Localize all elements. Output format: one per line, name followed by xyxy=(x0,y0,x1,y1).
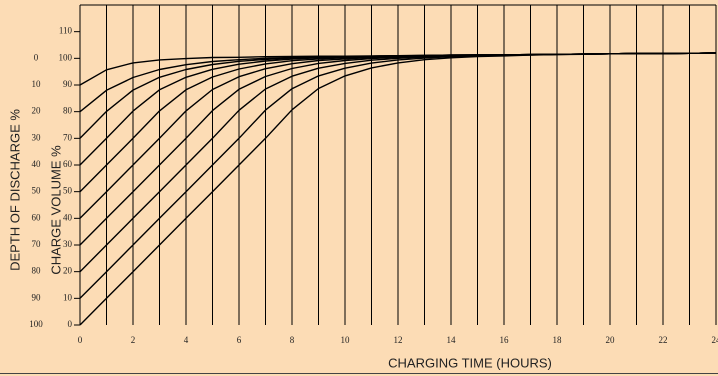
charge-curve xyxy=(79,52,717,326)
x-tick-label: 18 xyxy=(553,335,563,345)
y-tick-label: 30 xyxy=(63,239,73,249)
y-tick-label: 60 xyxy=(63,159,73,169)
y2-tick-label: 100 xyxy=(29,319,43,329)
x-tick-label: 10 xyxy=(341,335,351,345)
x-tick-label: 4 xyxy=(184,335,189,345)
y-tick-label: 40 xyxy=(63,212,73,222)
y-tick-label: 80 xyxy=(63,106,73,116)
x-tick-label: 6 xyxy=(237,335,242,345)
x-tick-label: 12 xyxy=(394,335,403,345)
y-axis-title: CHARGE VOLUME % xyxy=(48,145,63,275)
y2-tick-label: 90 xyxy=(32,292,42,302)
x-tick-label: 0 xyxy=(78,335,83,345)
y-tick-label: 70 xyxy=(63,132,73,142)
y-tick-label: 0 xyxy=(68,319,73,329)
x-axis-title: CHARGING TIME (HOURS) xyxy=(388,355,552,370)
y-tick-label: 50 xyxy=(63,186,73,196)
y2-tick-label: 20 xyxy=(32,106,42,116)
y2-tick-label: 10 xyxy=(32,79,42,89)
y-tick-label: 20 xyxy=(63,266,73,276)
x-tick-label: 22 xyxy=(659,335,668,345)
x-tick-label: 14 xyxy=(447,335,457,345)
y2-tick-label: 50 xyxy=(32,186,42,196)
y-tick-label: 110 xyxy=(59,26,73,36)
y2-tick-label: 30 xyxy=(32,132,42,142)
y2-tick-label: 40 xyxy=(32,159,42,169)
y-tick-label: 100 xyxy=(59,52,73,62)
x-tick-label: 2 xyxy=(131,335,136,345)
y2-tick-label: 80 xyxy=(32,266,42,276)
x-tick-label: 16 xyxy=(500,335,510,345)
y2-tick-label: 0 xyxy=(34,52,39,62)
y-tick-label: 90 xyxy=(63,79,73,89)
y2-axis-title: DEPTH OF DISCHARGE % xyxy=(7,109,22,271)
x-tick-label: 24 xyxy=(712,335,718,345)
y2-tick-label: 70 xyxy=(32,239,42,249)
y2-tick-label: 60 xyxy=(32,212,42,222)
x-tick-label: 20 xyxy=(606,335,616,345)
x-tick-label: 8 xyxy=(290,335,295,345)
y-tick-label: 10 xyxy=(63,292,73,302)
